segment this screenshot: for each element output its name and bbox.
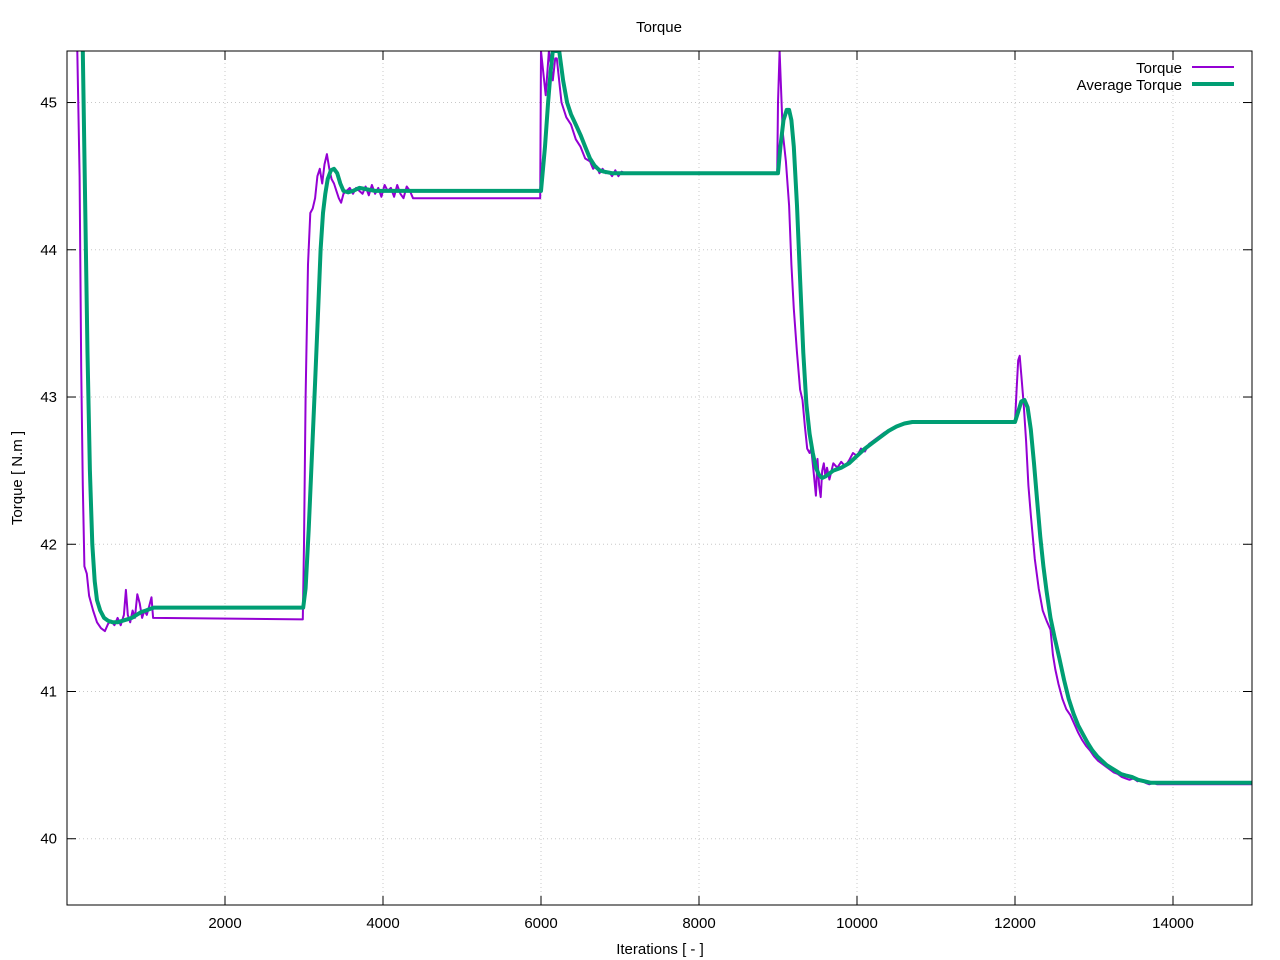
series-line-torque: [76, 51, 1252, 786]
legend-label-torque: Torque: [1136, 60, 1182, 77]
y-tick-label: 42: [40, 536, 57, 553]
x-tick-label: 4000: [366, 915, 399, 932]
x-tick-label: 14000: [1152, 915, 1194, 932]
legend-label-average-torque: Average Torque: [1077, 77, 1182, 94]
x-tick-label: 10000: [836, 915, 878, 932]
y-tick-label: 40: [40, 831, 57, 848]
y-tick-label: 43: [40, 389, 57, 406]
x-tick-label: 2000: [208, 915, 241, 932]
x-axis-label: Iterations [ - ]: [616, 941, 704, 958]
y-axis-label: Torque [ N.m ]: [9, 431, 26, 525]
y-tick-label: 45: [40, 95, 57, 112]
grid: [67, 51, 1252, 905]
series-layer: [76, 51, 1252, 786]
x-tick-label: 6000: [524, 915, 557, 932]
series-line-average-torque: [80, 51, 1252, 785]
axis-ticks: 2000 4000 6000 8000 10000 12000 14000 40 41 42 43 4…: [40, 51, 1252, 932]
plot-frame: [66, 50, 1253, 906]
y-tick-label: 41: [40, 684, 57, 701]
legend: Torque Average Torque: [1077, 60, 1234, 94]
x-tick-label: 8000: [682, 915, 715, 932]
y-tick-label: 44: [40, 242, 57, 259]
x-tick-label: 12000: [994, 915, 1036, 932]
chart-title: Torque: [636, 19, 682, 36]
